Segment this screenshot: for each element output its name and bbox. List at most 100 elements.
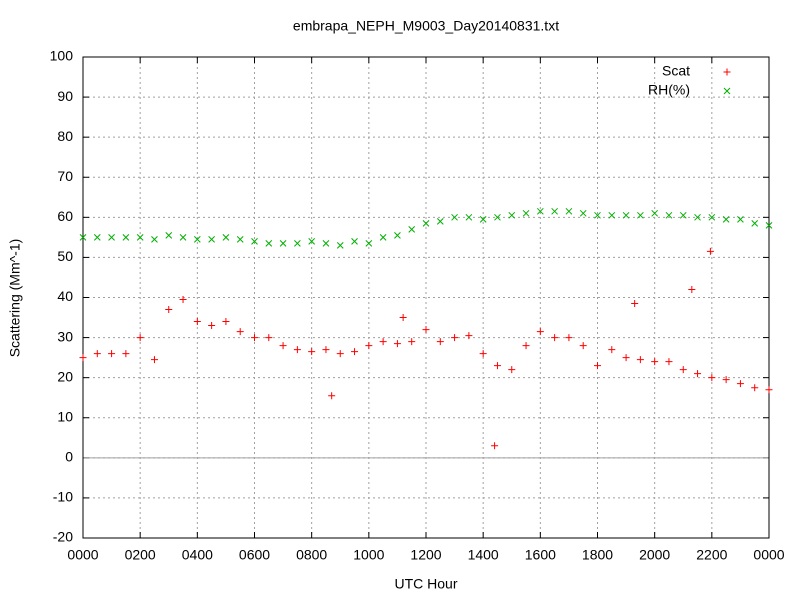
y-tick-label: 20 — [57, 368, 73, 384]
data-point — [379, 338, 387, 346]
data-point — [251, 334, 258, 342]
data-point — [193, 318, 201, 326]
data-point — [251, 238, 258, 245]
y-axis-label: Scattering (Mm^-1) — [7, 239, 23, 358]
data-point — [636, 356, 644, 364]
data-point — [679, 366, 687, 374]
data-point — [508, 366, 516, 374]
data-point — [379, 234, 387, 241]
data-point — [394, 232, 401, 239]
y-tick-label: 0 — [65, 449, 73, 465]
data-point — [706, 247, 714, 255]
data-point — [708, 374, 716, 382]
legend-marker — [723, 68, 731, 76]
data-point — [651, 358, 659, 366]
data-point — [308, 238, 316, 245]
data-point — [522, 342, 530, 350]
data-point — [637, 211, 644, 219]
data-point — [93, 350, 101, 358]
data-point — [579, 342, 587, 350]
data-point — [279, 342, 287, 350]
data-point — [265, 334, 273, 342]
data-point — [465, 332, 473, 340]
data-point — [708, 213, 716, 221]
data-point — [622, 354, 630, 362]
data-point — [679, 211, 687, 219]
data-point — [265, 240, 273, 247]
y-tick-label: 10 — [57, 408, 73, 424]
data-point — [108, 234, 115, 241]
y-tick-label: 80 — [57, 128, 73, 144]
data-point — [351, 238, 358, 245]
chart-title: embrapa_NEPH_M9003_Day20140831.txt — [293, 18, 559, 34]
data-point — [222, 318, 230, 326]
data-point — [179, 234, 187, 241]
data-point — [688, 285, 696, 293]
data-point — [322, 346, 330, 354]
data-point — [436, 338, 444, 346]
data-point — [193, 236, 201, 243]
y-tick-label: 50 — [57, 248, 73, 264]
data-point — [451, 334, 459, 342]
data-point — [322, 240, 330, 247]
data-point — [336, 242, 344, 249]
x-axis-label: UTC Hour — [394, 576, 457, 592]
data-point — [765, 221, 773, 229]
data-point — [222, 234, 230, 241]
x-tick-label: 1400 — [468, 547, 499, 563]
plot-border — [82, 56, 770, 539]
data-point — [236, 328, 244, 336]
data-point — [422, 326, 430, 334]
data-point — [479, 350, 487, 358]
x-tick-label: 2000 — [639, 547, 670, 563]
data-point — [79, 234, 87, 241]
x-tick-label: 1800 — [582, 547, 613, 563]
data-point — [136, 234, 144, 241]
x-tick-label: 2200 — [696, 547, 727, 563]
data-point — [151, 236, 158, 243]
data-point — [165, 306, 173, 314]
data-point — [565, 334, 573, 342]
data-point — [150, 356, 158, 364]
data-point — [493, 362, 501, 370]
data-point — [522, 209, 530, 217]
data-point — [565, 207, 573, 215]
data-point — [451, 213, 458, 221]
data-point — [465, 213, 473, 221]
x-tick-label: 0800 — [296, 547, 327, 563]
data-point — [108, 350, 116, 358]
data-point — [751, 384, 759, 392]
data-point — [208, 322, 216, 330]
data-point — [122, 234, 130, 241]
data-point — [422, 219, 430, 227]
x-tick-label: 1600 — [525, 547, 556, 563]
y-tick-label: 70 — [57, 168, 73, 184]
data-point — [293, 346, 301, 354]
data-point — [508, 211, 516, 219]
data-point — [631, 300, 639, 308]
data-point — [551, 334, 559, 342]
data-point — [279, 240, 287, 247]
data-point — [594, 362, 601, 370]
data-point — [351, 348, 359, 356]
data-point — [737, 215, 744, 223]
data-point — [308, 348, 316, 356]
data-point — [722, 376, 730, 384]
data-point — [408, 226, 416, 233]
data-point — [551, 207, 558, 215]
data-point — [393, 340, 401, 348]
data-point — [722, 215, 730, 223]
y-tick-label: 30 — [57, 328, 73, 344]
data-point — [179, 296, 187, 304]
legend-label: RH(%) — [648, 82, 690, 98]
data-point — [491, 442, 499, 450]
data-point — [328, 392, 336, 400]
data-point — [494, 213, 501, 221]
data-point — [165, 232, 173, 239]
data-point — [93, 234, 101, 241]
data-point — [622, 211, 630, 219]
data-point — [294, 240, 301, 247]
x-tick-label: 0200 — [125, 547, 156, 563]
